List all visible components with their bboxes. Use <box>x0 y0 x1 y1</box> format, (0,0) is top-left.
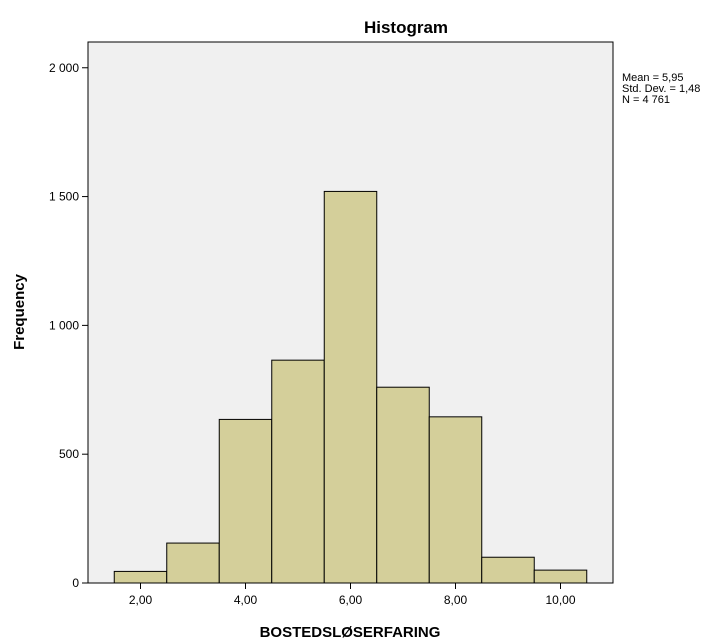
x-tick-label-3: 6,00 <box>339 593 363 607</box>
histogram-bar-8 <box>481 556 535 584</box>
stat-line-3: N = 4 761 <box>622 94 670 106</box>
histogram-bar-3 <box>218 418 273 584</box>
x-tick-label-1: 2,00 <box>129 593 153 607</box>
y-tick-label-1: 0 <box>72 576 79 590</box>
histogram-bar-2 <box>166 542 220 584</box>
y-tick-label-2: 500 <box>59 447 79 461</box>
chart-title: Histogram <box>364 18 448 37</box>
x-tick-label-2: 4,00 <box>234 593 258 607</box>
histogram-bar-9 <box>533 569 588 584</box>
x-tick-label-5: 10,00 <box>545 593 575 607</box>
x-axis-title: BOSTEDSLØSERFARING <box>260 624 441 641</box>
histogram-bar-5 <box>323 190 378 584</box>
y-axis-title: Frequency <box>11 273 28 350</box>
stat-line-1: Mean = 5,95 <box>622 72 683 84</box>
histogram-bar-4 <box>271 359 325 584</box>
bars <box>113 190 588 584</box>
x-axis: 2,00 4,00 6,00 8,00 10,00 <box>129 583 576 607</box>
histogram-bar-1 <box>113 570 168 584</box>
x-tick-label-4: 8,00 <box>444 593 468 607</box>
histogram-bar-7 <box>428 416 483 584</box>
y-tick-label-4: 1 500 <box>49 190 79 204</box>
stat-line-2: Std. Dev. = 1,48 <box>622 83 700 95</box>
histogram-bar-6 <box>376 386 430 584</box>
y-tick-label-5: 2 000 <box>49 61 79 75</box>
y-axis: 0 500 1 000 1 500 2 000 <box>49 61 88 590</box>
y-tick-label-3: 1 000 <box>49 318 79 332</box>
